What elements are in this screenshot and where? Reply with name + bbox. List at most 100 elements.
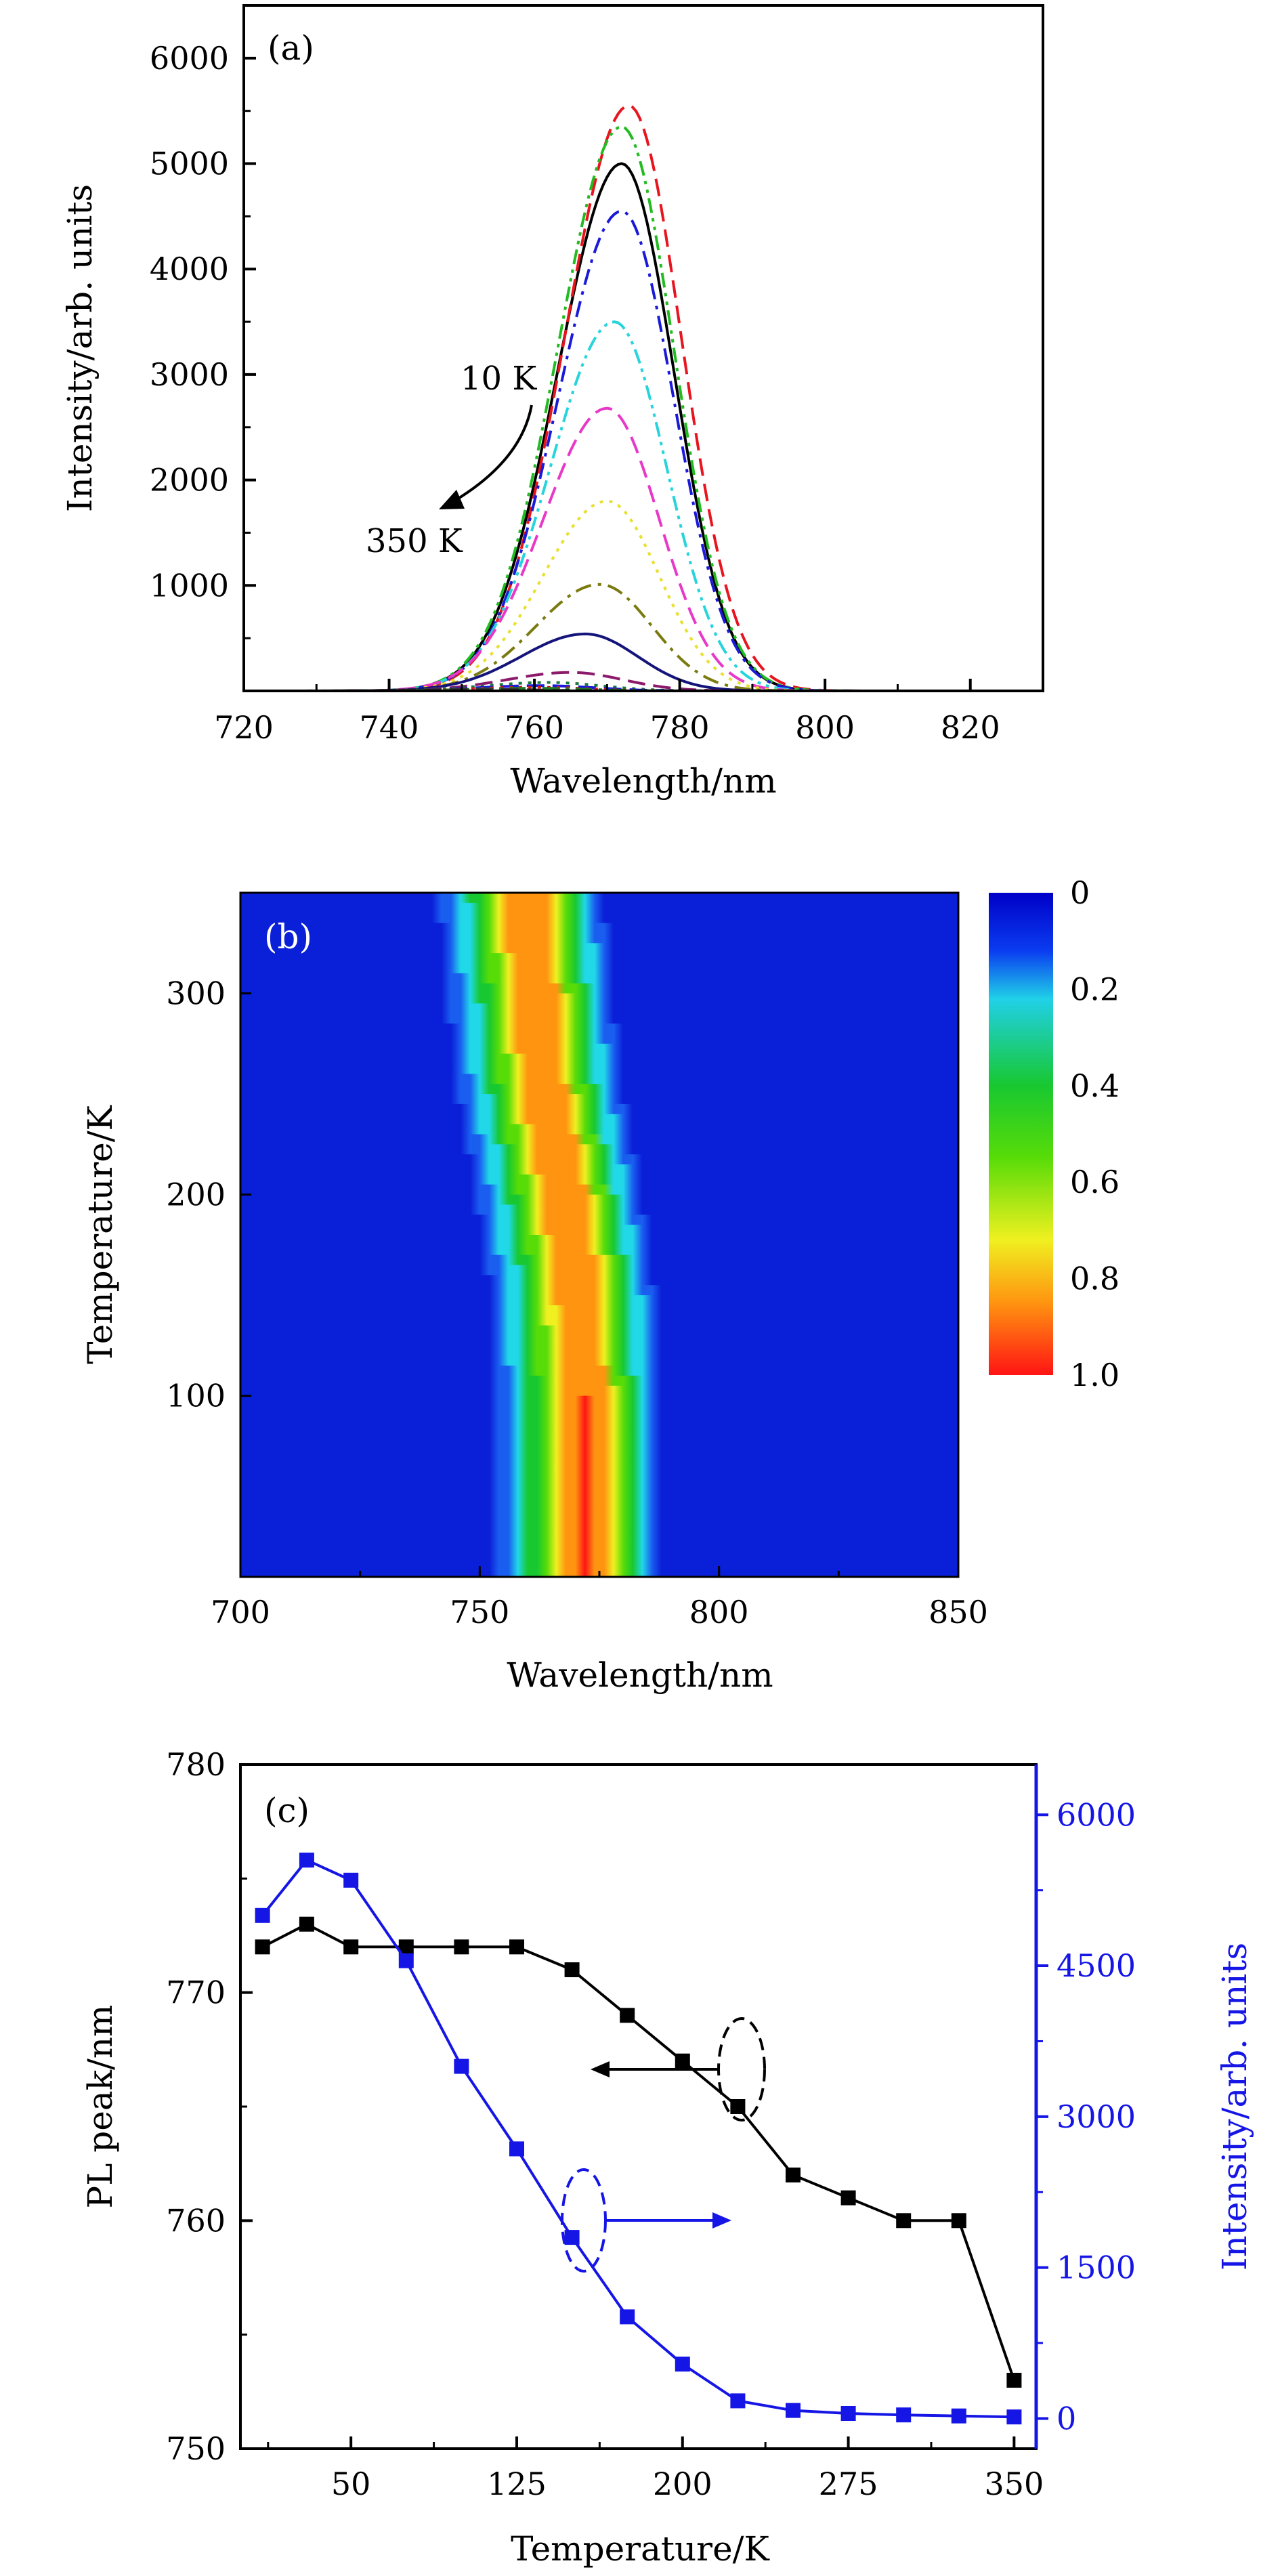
a-ylabel: Intensity/arb. units <box>60 184 100 512</box>
c-ylabel-right: Intensity/arb. units <box>1215 1943 1254 2271</box>
b-heatmap-row <box>240 1114 958 1125</box>
c-line-right <box>261 1858 1015 2419</box>
b-heatmap-row <box>240 1335 958 1347</box>
b-heatmap-row <box>240 1084 958 1095</box>
b-panel-tag: (b) <box>264 917 312 956</box>
b-heatmap-row <box>240 1526 958 1538</box>
c-point-right <box>620 2309 635 2325</box>
c-point-left <box>675 2053 690 2069</box>
b-heatmap-row <box>240 943 958 954</box>
b-xtick-label: 800 <box>689 1594 749 1630</box>
b-heatmap-row <box>240 1486 958 1498</box>
b-xlabel: Wavelength/nm <box>507 1655 773 1695</box>
b-ylabel: Temperature/K <box>81 1104 120 1364</box>
c-ytick-right-label: 6000 <box>1057 1796 1136 1833</box>
c-point-right <box>509 2141 524 2157</box>
c-ytick-right-label: 0 <box>1057 2400 1076 2436</box>
b-heatmap-row <box>240 1215 958 1226</box>
c-ytick-left-label: 780 <box>166 1746 226 1783</box>
b-heatmap-row <box>240 1285 958 1296</box>
c-point-left <box>398 1939 414 1955</box>
c-point-right <box>343 1872 359 1888</box>
a-ytick-label: 4000 <box>150 251 229 287</box>
b-heatmap-row <box>240 1254 958 1266</box>
b-heatmap-row <box>240 1375 958 1387</box>
b-colorbar-tick-label: 0.8 <box>1070 1261 1119 1297</box>
b-heatmap-row <box>240 1174 958 1185</box>
c-xtick-label: 50 <box>331 2466 371 2502</box>
c-line-left <box>261 1922 1016 2381</box>
c-point-left <box>896 2213 912 2229</box>
b-heatmap-row <box>240 1194 958 1206</box>
b-heatmap-row <box>240 1456 958 1467</box>
c-point-left <box>730 2099 746 2114</box>
b-heatmap-row <box>240 1355 958 1367</box>
c-xtick-label: 125 <box>487 2466 547 2502</box>
c-point-left <box>786 2168 801 2182</box>
b-heatmap-row <box>240 1154 958 1166</box>
panel-c-dual-axis: 50 125 200 275 350 750 760 770 780 0 1500 3000 4500 6… <box>81 1746 1254 2569</box>
b-heatmap-row <box>240 1094 958 1105</box>
b-heatmap-row <box>240 1536 958 1548</box>
b-colorbar-tick-label: 0.4 <box>1070 1068 1119 1104</box>
c-point-right <box>896 2407 912 2423</box>
b-heatmap-row <box>240 953 958 964</box>
a-spectrum-150k <box>244 499 1043 692</box>
c-ylabel-left: PL peak/nm <box>81 2005 120 2209</box>
b-heatmap-image <box>240 893 958 1578</box>
b-colorbar-tick-label: 1.0 <box>1070 1357 1119 1393</box>
a-axis-ticks: 720 740 760 780 800 820 1000 2000 3000 4000 5000 60… <box>150 40 1000 746</box>
c-point-left <box>454 1939 469 1955</box>
a-spectrum-curves <box>244 104 1043 692</box>
c-point-right <box>840 2406 856 2421</box>
c-ytick-left-label: 770 <box>166 1975 226 2011</box>
b-heatmap-row <box>240 1164 958 1175</box>
a-xtick-label: 820 <box>941 709 1000 746</box>
b-heatmap-row <box>240 1426 958 1437</box>
c-ytick-left-label: 760 <box>166 2202 226 2239</box>
c-point-left <box>1006 2373 1022 2388</box>
b-ytick-label: 100 <box>166 1378 226 1414</box>
c-ytick-right-label: 4500 <box>1057 1947 1136 1984</box>
a-spectrum-100k <box>244 320 1043 692</box>
panel-a-spectra: 720 740 760 780 800 820 1000 2000 3000 4000 5000 60… <box>60 4 1044 801</box>
b-heatmap-row <box>240 902 958 914</box>
b-heatmap-row <box>240 1204 958 1216</box>
b-heatmap-row <box>240 1023 958 1034</box>
c-panel-tag: (c) <box>264 1791 310 1830</box>
panel-b-heatmap: 700 750 800 850 100 200 300 0 0.2 0.4 0.6 0.8 1.0 (… <box>81 874 1119 1695</box>
b-xtick-label: 850 <box>929 1594 988 1630</box>
a-arrow-line <box>452 404 533 503</box>
c-point-right <box>730 2393 746 2409</box>
a-xtick-label: 720 <box>214 709 274 746</box>
b-heatmap-row <box>240 933 958 944</box>
b-heatmap-row <box>240 983 958 994</box>
b-heatmap-row <box>240 1235 958 1246</box>
b-heatmap-row <box>240 1436 958 1447</box>
b-heatmap-row <box>240 1466 958 1477</box>
b-heatmap-row <box>240 1345 958 1357</box>
c-arrow-left-head <box>591 2061 610 2077</box>
b-axis-ticks: 700 750 800 850 100 200 300 <box>166 975 988 1630</box>
b-heatmap-row <box>240 1516 958 1527</box>
c-point-right <box>951 2408 966 2424</box>
b-heatmap-row <box>240 1295 958 1306</box>
b-xtick-label: 700 <box>211 1594 270 1630</box>
a-panel-tag: (a) <box>268 28 314 68</box>
a-ytick-label: 6000 <box>150 40 229 77</box>
c-point-right <box>398 1953 414 1968</box>
c-xtick-label: 350 <box>984 2466 1044 2502</box>
b-heatmap-row <box>240 1557 958 1568</box>
c-point-left <box>509 1939 524 1955</box>
c-marker-ellipse-blue <box>561 2168 607 2273</box>
b-heatmap-row <box>240 1325 958 1336</box>
b-heatmap-row <box>240 1124 958 1135</box>
c-point-left <box>343 1939 359 1955</box>
c-point-left <box>620 2008 635 2023</box>
a-arrow-head <box>439 490 465 509</box>
b-heatmap-row <box>240 1184 958 1196</box>
c-point-left <box>299 1916 314 1932</box>
b-heatmap-row <box>240 1416 958 1427</box>
b-colorbar-tick-label: 0.6 <box>1070 1164 1119 1200</box>
c-point-left <box>255 1939 270 1955</box>
